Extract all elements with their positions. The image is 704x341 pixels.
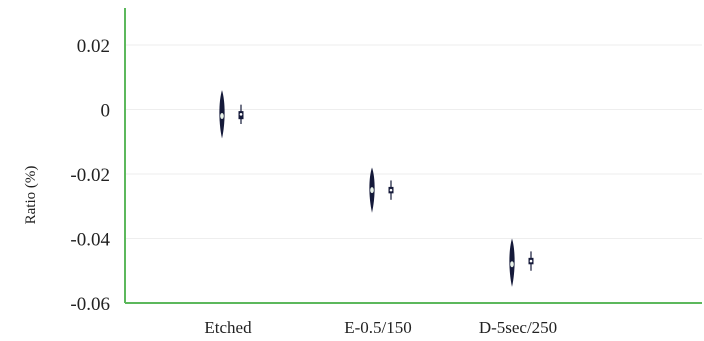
- x-category-label: Etched: [204, 318, 252, 337]
- violin-center-marker: [220, 112, 224, 119]
- x-category-label: E-0.5/150: [344, 318, 412, 337]
- x-category-label: D-5sec/250: [479, 318, 557, 337]
- x-category-labels: Etched E-0.5/150 D-5sec/250: [204, 318, 557, 337]
- y-axis-title: Ratio (%): [23, 166, 39, 225]
- box-median: [529, 259, 533, 263]
- grid-lines: [125, 44, 702, 304]
- y-tick-label: 0: [101, 101, 111, 122]
- y-tick-labels: 0.02 0 -0.02 -0.04 -0.06: [70, 36, 110, 315]
- y-tick-label: 0.02: [77, 36, 110, 57]
- box-median: [389, 188, 393, 192]
- y-tick-label: -0.06: [70, 294, 110, 315]
- y-tick-label: -0.02: [70, 165, 110, 186]
- axes: [124, 8, 702, 304]
- violin-center-marker: [510, 261, 514, 268]
- y-tick-label: -0.04: [70, 230, 110, 251]
- violins: [219, 90, 534, 287]
- violin-center-marker: [370, 187, 374, 194]
- box-median: [239, 113, 243, 116]
